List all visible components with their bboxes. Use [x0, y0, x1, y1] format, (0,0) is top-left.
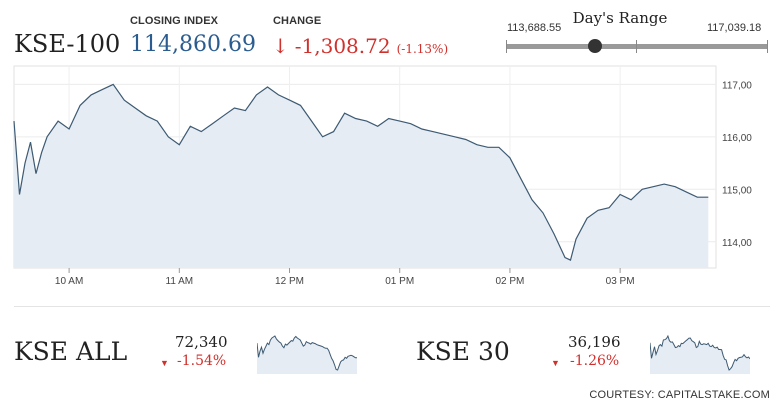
kse-all-change: -1.54% — [177, 353, 227, 369]
kse-30-sparkline — [650, 334, 750, 374]
range-tick-low — [506, 40, 507, 53]
change-row: ↓ -1,308.72 (-1.13%) — [272, 34, 448, 58]
range-current-marker — [588, 39, 603, 53]
sparkline-line — [650, 334, 750, 371]
kse-30-value: 36,196 — [568, 333, 621, 351]
days-range-title: Day's Range — [572, 9, 668, 27]
kse-30-change: -1.26% — [570, 353, 620, 369]
y-tick-label: 117,00 — [722, 80, 752, 91]
down-triangle-icon: ▼ — [551, 358, 560, 368]
range-tick-mid — [636, 40, 637, 53]
days-range-high: 117,039.18 — [707, 22, 762, 34]
change-percent: (-1.13%) — [396, 42, 449, 56]
index-name: KSE-100 — [14, 30, 121, 58]
index-line — [13, 83, 709, 261]
range-tick-high — [767, 40, 768, 53]
down-arrow-icon: ↓ — [272, 34, 289, 58]
x-tick-label: 10 AM — [55, 276, 83, 287]
sparkline-fill — [650, 336, 750, 374]
index-area-fill — [14, 84, 709, 269]
intraday-chart: 117,00 116,00 115,00 114,00 10 AM 11 AM 12 PM 0… — [13, 65, 752, 287]
days-range-bar — [506, 44, 768, 49]
sparkline-line — [257, 335, 357, 371]
down-triangle-icon: ▼ — [160, 358, 169, 368]
x-tick-label: 11 AM — [166, 276, 194, 287]
kse-all-sparkline — [257, 335, 357, 374]
closing-index-value: 114,860.69 — [130, 32, 256, 57]
y-tick-label: 114,00 — [722, 238, 752, 249]
closing-index-label: CLOSING INDEX — [130, 15, 219, 27]
x-tick-label: 02 PM — [495, 276, 524, 287]
days-range-slider — [506, 39, 768, 53]
x-tick-label: 03 PM — [606, 276, 635, 287]
change-label: CHANGE — [273, 15, 322, 27]
divider — [14, 306, 770, 307]
kse-all-value: 72,340 — [175, 333, 228, 351]
y-tick-label: 116,00 — [722, 133, 752, 144]
kse-all-name: KSE ALL — [14, 337, 128, 366]
kse-30-name: KSE 30 — [416, 337, 510, 366]
x-tick-label: 12 PM — [275, 276, 304, 287]
courtesy-credit: COURTESY: CAPITALSTAKE.COM — [589, 389, 770, 401]
change-value: -1,308.72 — [294, 34, 391, 58]
y-tick-label: 115,00 — [722, 185, 752, 196]
days-range-low: 113,688.55 — [507, 22, 562, 34]
x-tick-label: 01 PM — [385, 276, 414, 287]
